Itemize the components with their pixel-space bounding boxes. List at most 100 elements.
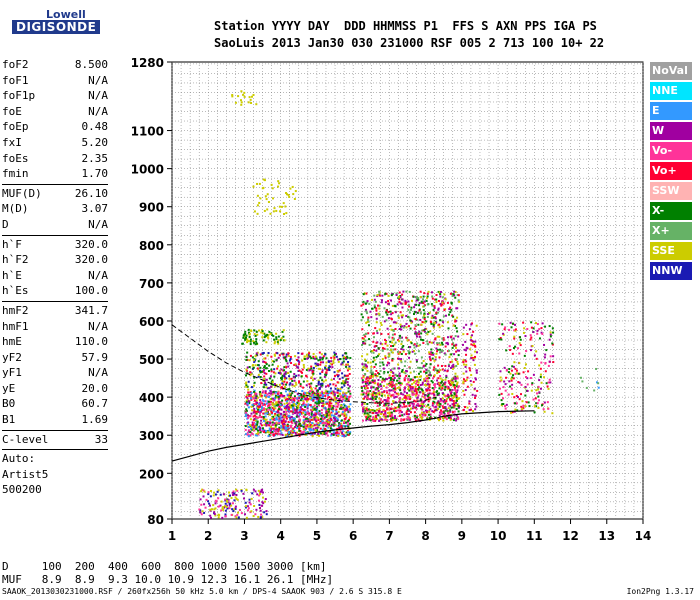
param-name: D bbox=[2, 217, 9, 231]
echo-point bbox=[219, 493, 222, 496]
echo-point bbox=[294, 397, 297, 400]
echo-point bbox=[371, 307, 374, 310]
echo-point bbox=[335, 397, 338, 400]
echo-point bbox=[275, 332, 278, 335]
param-row: B0 60.7 bbox=[2, 397, 108, 413]
echo-point bbox=[273, 338, 276, 341]
echo-point bbox=[236, 511, 239, 514]
echo-point bbox=[276, 391, 279, 394]
echo-point bbox=[420, 362, 423, 365]
param-value: 2.35 bbox=[81, 151, 109, 165]
echo-point bbox=[367, 392, 370, 395]
echo-point bbox=[380, 332, 383, 335]
echo-point bbox=[339, 395, 342, 398]
echo-point bbox=[464, 365, 467, 368]
echo-point bbox=[245, 399, 248, 402]
legend-item: NoVal bbox=[650, 62, 692, 80]
x-tick-label: 3 bbox=[240, 529, 248, 543]
echo-point bbox=[260, 424, 263, 427]
echo-point bbox=[442, 401, 445, 404]
echo-point bbox=[423, 329, 426, 332]
echo-point bbox=[449, 416, 452, 419]
echo-point bbox=[451, 343, 454, 346]
echo-point bbox=[323, 433, 326, 436]
echo-point bbox=[526, 389, 529, 392]
echo-point bbox=[345, 405, 348, 408]
echo-point bbox=[312, 417, 315, 420]
echo-point bbox=[415, 297, 418, 300]
legend-item: Vo- bbox=[650, 142, 692, 160]
echo-point bbox=[274, 385, 277, 388]
echo-point bbox=[273, 371, 276, 374]
echo-point bbox=[448, 313, 451, 316]
echo-point bbox=[209, 495, 212, 498]
echo-point bbox=[408, 384, 411, 387]
echo-point bbox=[449, 311, 452, 314]
echo-point bbox=[472, 344, 475, 347]
echo-point bbox=[385, 292, 388, 295]
echo-point bbox=[266, 412, 269, 415]
echo-point bbox=[410, 299, 413, 302]
echo-point bbox=[287, 371, 290, 374]
echo-point bbox=[386, 364, 389, 367]
echo-point bbox=[257, 373, 260, 376]
echo-point bbox=[340, 424, 343, 427]
echo-point bbox=[391, 413, 394, 416]
echo-point bbox=[344, 380, 347, 383]
echo-point bbox=[290, 426, 293, 429]
echo-point bbox=[310, 413, 313, 416]
echo-point bbox=[245, 356, 248, 359]
echo-point bbox=[468, 400, 471, 403]
echo-point bbox=[446, 395, 449, 398]
echo-point bbox=[253, 409, 256, 412]
echo-point bbox=[297, 363, 300, 366]
echo-point bbox=[500, 392, 503, 395]
echo-point bbox=[302, 419, 305, 422]
echo-point bbox=[319, 417, 322, 420]
echo-point bbox=[257, 329, 260, 332]
echo-point bbox=[421, 329, 424, 332]
echo-point bbox=[379, 342, 382, 345]
echo-point bbox=[408, 409, 411, 412]
echo-point bbox=[320, 408, 323, 411]
echo-point bbox=[330, 390, 333, 393]
echo-point bbox=[418, 404, 421, 407]
echo-point bbox=[311, 410, 314, 413]
echo-point bbox=[371, 394, 374, 397]
param-name: hmE bbox=[2, 335, 22, 349]
echo-point bbox=[318, 399, 321, 402]
echo-point bbox=[458, 300, 461, 303]
echo-point bbox=[298, 409, 301, 412]
echo-point bbox=[331, 366, 334, 369]
echo-point bbox=[372, 386, 375, 389]
echo-point bbox=[408, 305, 411, 308]
echo-point bbox=[361, 363, 364, 366]
echo-point bbox=[431, 387, 434, 390]
echo-point bbox=[240, 101, 243, 104]
echo-point bbox=[401, 414, 404, 417]
echo-point bbox=[296, 402, 299, 405]
echo-point bbox=[256, 401, 259, 404]
echo-point bbox=[432, 388, 435, 391]
echo-point bbox=[408, 352, 411, 355]
echo-point bbox=[330, 423, 333, 426]
echo-point bbox=[257, 431, 260, 434]
x-tick-label: 10 bbox=[490, 529, 507, 543]
echo-point bbox=[332, 390, 335, 393]
echo-point bbox=[330, 414, 333, 417]
echo-point bbox=[502, 403, 505, 406]
echo-point bbox=[451, 346, 454, 349]
echo-point bbox=[341, 430, 344, 433]
echo-point bbox=[475, 324, 478, 327]
echo-point bbox=[414, 324, 417, 327]
echo-point bbox=[313, 397, 316, 400]
echo-point bbox=[370, 393, 373, 396]
echo-point bbox=[264, 357, 267, 360]
echo-point bbox=[205, 498, 208, 501]
echo-point bbox=[402, 371, 405, 374]
echo-point bbox=[285, 212, 288, 215]
echo-point bbox=[380, 419, 383, 422]
echo-point bbox=[282, 425, 285, 428]
echo-point bbox=[328, 365, 331, 368]
echo-point bbox=[268, 427, 271, 430]
